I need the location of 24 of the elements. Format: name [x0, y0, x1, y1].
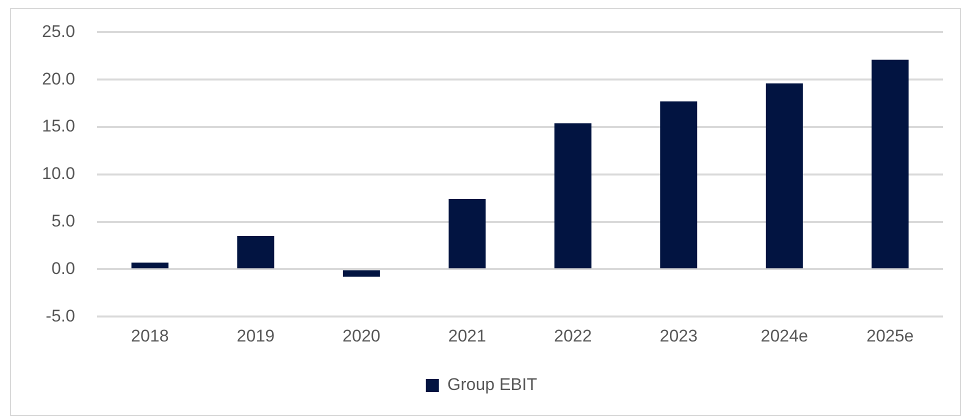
x-tick-label: 2023 — [660, 326, 698, 346]
x-tick-label: 2020 — [342, 326, 380, 346]
x-tick-label: 2022 — [554, 326, 592, 346]
bar — [660, 101, 698, 268]
bar — [448, 199, 486, 268]
bar — [131, 262, 168, 268]
x-tick-label: 2025e — [866, 326, 914, 346]
y-tick-label: 5.0 — [51, 211, 76, 230]
y-tick-label: 25.0 — [42, 22, 76, 41]
y-tick-label: 20.0 — [42, 69, 76, 88]
y-tick-label: 15.0 — [42, 116, 76, 136]
bar — [237, 236, 274, 268]
y-tick-label: 0.0 — [51, 258, 76, 278]
x-tick-label: 2021 — [448, 326, 486, 346]
y-tick-label: -5.0 — [46, 306, 76, 326]
bar — [554, 123, 592, 268]
bar — [872, 60, 909, 268]
y-tick-label: 10.0 — [42, 164, 76, 184]
x-tick-label: 2019 — [236, 326, 275, 346]
x-tick-label: 2018 — [131, 326, 169, 346]
bar — [766, 83, 803, 268]
legend-label: Group EBIT — [447, 375, 538, 394]
bar — [342, 270, 380, 277]
x-tick-label: 2024e — [760, 326, 808, 346]
